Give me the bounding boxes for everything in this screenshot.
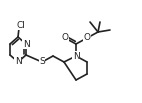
Text: N: N <box>23 39 29 49</box>
Text: N: N <box>15 57 21 67</box>
Text: Cl: Cl <box>17 20 25 29</box>
Text: O: O <box>83 33 90 43</box>
Text: O: O <box>61 33 68 43</box>
Text: N: N <box>73 52 79 60</box>
Text: S: S <box>39 57 45 67</box>
